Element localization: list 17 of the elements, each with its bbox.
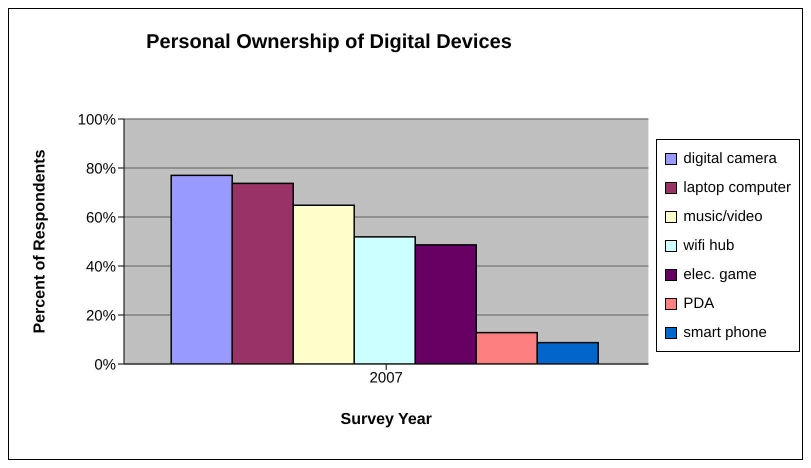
legend-label: music/video (683, 208, 763, 225)
legend-label: PDA (683, 295, 714, 312)
x-axis-title: Survey Year (340, 411, 432, 428)
legend-label: smart phone (683, 324, 767, 341)
legend-label: wifi hub (683, 237, 734, 254)
y-tick-label: 40% (86, 258, 116, 276)
chart-title: Personal Ownership of Digital Devices (145, 31, 513, 54)
y-tick-label: 100% (78, 111, 116, 128)
legend-label: elec. game (683, 266, 757, 283)
y-tick-label: 20% (86, 307, 116, 324)
x-tick-label: 2007 (370, 370, 403, 387)
legend-label: laptop computer (683, 179, 791, 196)
y-axis-title: Percent of Respondents (32, 149, 49, 334)
y-tick-label: 80% (86, 160, 116, 178)
legend-label: digital camera (683, 150, 777, 167)
y-tick-label: 60% (86, 209, 116, 226)
y-tick-label: 0% (94, 356, 116, 374)
